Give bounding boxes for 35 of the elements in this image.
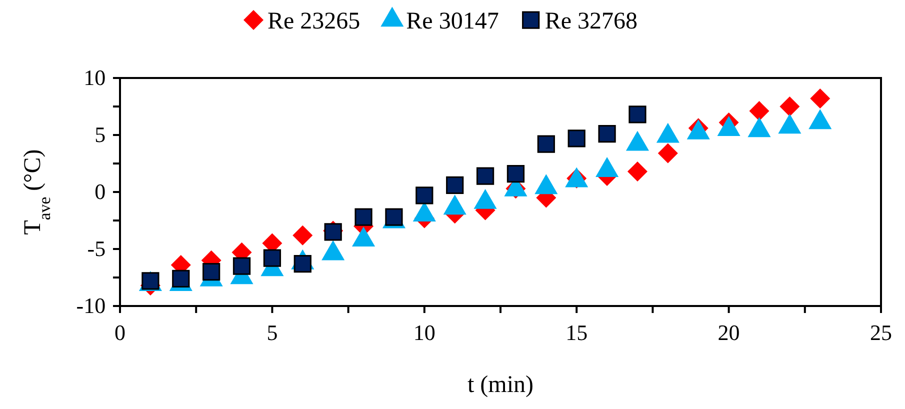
point — [568, 130, 586, 148]
point — [627, 161, 648, 182]
point — [476, 167, 494, 185]
x-axis-title: t (min) — [468, 372, 534, 398]
y-tick-label: -10 — [76, 293, 106, 318]
point — [810, 88, 830, 109]
legend-label: Re 32768 — [544, 8, 638, 34]
x-tick-label: 15 — [566, 320, 588, 346]
point — [292, 225, 313, 246]
point — [354, 208, 372, 226]
point — [324, 223, 342, 241]
legend-label: Re 30147 — [406, 8, 499, 34]
x-tick-label: 20 — [718, 320, 740, 346]
y-tick-label: 0 — [94, 179, 106, 204]
point — [537, 135, 555, 153]
point — [506, 164, 525, 183]
point — [416, 186, 434, 204]
point — [202, 262, 220, 281]
legend-label: Re 23265 — [267, 8, 360, 34]
point — [263, 249, 282, 267]
x-tick-label: 10 — [413, 320, 436, 346]
point — [780, 96, 800, 116]
point — [658, 143, 678, 164]
point — [628, 106, 646, 124]
point — [172, 270, 190, 288]
y-tick-label: 10 — [84, 65, 106, 90]
y-tick-label: 5 — [94, 122, 106, 148]
x-tick-label: 0 — [114, 320, 126, 346]
point — [446, 176, 464, 194]
point — [598, 125, 616, 143]
x-tick-label: 5 — [266, 320, 278, 346]
point — [232, 257, 251, 275]
x-tick-label: 25 — [870, 320, 892, 346]
point — [749, 101, 770, 122]
y-tick-label: -5 — [87, 236, 106, 262]
